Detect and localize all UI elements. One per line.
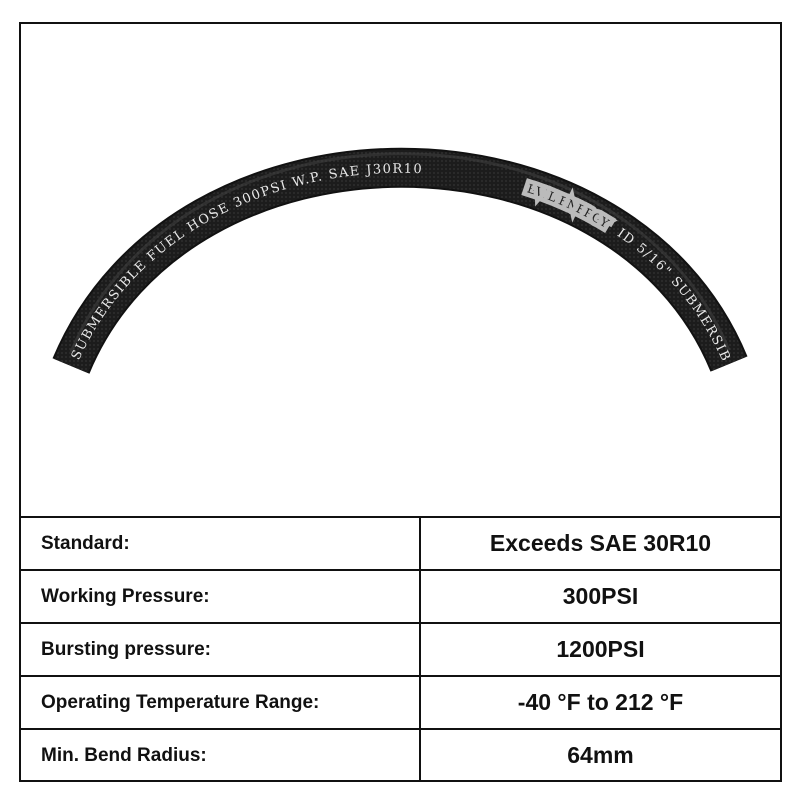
spec-value: -40 °F to 212 °F — [419, 675, 780, 730]
product-frame: SUBMERSIBLE FUEL HOSE 300PSI W.P. SAE J3… — [19, 22, 782, 782]
spec-label: Bursting pressure: — [21, 622, 421, 677]
spec-label: Min. Bend Radius: — [21, 728, 421, 781]
spec-value: 64mm — [419, 728, 780, 781]
spec-label: Standard: — [21, 516, 421, 571]
spec-label: Working Pressure: — [21, 569, 421, 624]
spec-row: Min. Bend Radius: 64mm — [21, 728, 780, 781]
spec-label: Operating Temperature Range: — [21, 675, 421, 730]
hose-image: SUBMERSIBLE FUEL HOSE 300PSI W.P. SAE J3… — [21, 24, 780, 516]
hose-body — [71, 168, 729, 366]
spec-value: Exceeds SAE 30R10 — [419, 516, 780, 571]
spec-value: 1200PSI — [419, 622, 780, 677]
hose-texture — [71, 168, 729, 366]
spec-row: Standard: Exceeds SAE 30R10 — [21, 516, 780, 571]
spec-row: Bursting pressure: 1200PSI — [21, 622, 780, 677]
spec-row: Working Pressure: 300PSI — [21, 569, 780, 624]
spec-row: Operating Temperature Range: -40 °F to 2… — [21, 675, 780, 730]
spec-value: 300PSI — [419, 569, 780, 624]
hose-print-right: ID 5/16" SUBMERSIBL — [21, 24, 733, 365]
spec-table: Standard: Exceeds SAE 30R10 Working Pres… — [21, 516, 780, 781]
